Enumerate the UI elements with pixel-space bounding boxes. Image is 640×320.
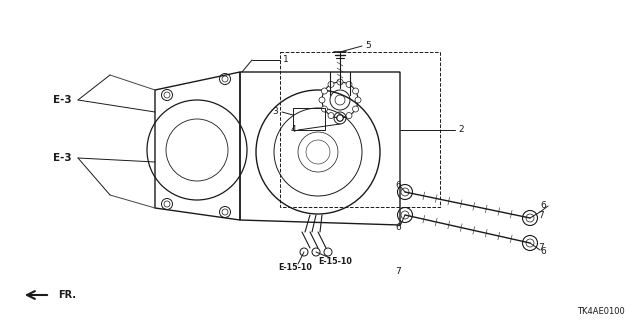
Text: 7: 7 (538, 244, 544, 252)
Circle shape (353, 106, 358, 112)
Text: FR.: FR. (58, 290, 76, 300)
Text: E-15-10: E-15-10 (318, 258, 352, 267)
Text: 6: 6 (540, 201, 546, 210)
Text: E-3: E-3 (53, 95, 72, 105)
Text: 7: 7 (395, 268, 401, 276)
Text: E-3: E-3 (53, 153, 72, 163)
Circle shape (346, 81, 352, 87)
Circle shape (319, 97, 325, 103)
Circle shape (321, 106, 328, 112)
Text: 4: 4 (291, 125, 296, 134)
Circle shape (337, 79, 343, 85)
Text: 6: 6 (395, 223, 401, 233)
Text: 5: 5 (365, 41, 371, 50)
Circle shape (346, 113, 352, 119)
Text: 2: 2 (458, 125, 463, 134)
Bar (293, 108, 325, 130)
Text: 7: 7 (538, 211, 544, 220)
Circle shape (337, 115, 343, 121)
Circle shape (328, 81, 334, 87)
Text: E-15-10: E-15-10 (278, 263, 312, 273)
Text: 6: 6 (395, 181, 401, 190)
Bar (280, 52, 440, 207)
Circle shape (353, 88, 358, 94)
Circle shape (328, 113, 334, 119)
Circle shape (321, 88, 328, 94)
Text: 1: 1 (283, 54, 289, 63)
Circle shape (355, 97, 361, 103)
Text: 3: 3 (272, 107, 278, 116)
Text: 6: 6 (540, 247, 546, 257)
Text: TK4AE0100: TK4AE0100 (577, 308, 625, 316)
